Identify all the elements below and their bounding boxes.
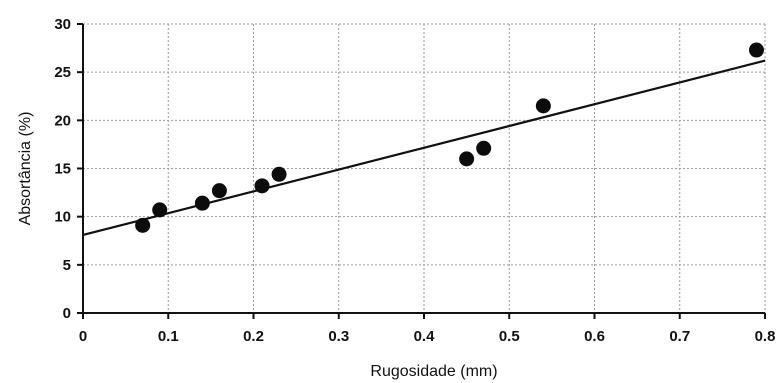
x-tick-label: 0 [79,328,87,345]
x-tick-label: 0.8 [755,328,776,345]
data-point [135,217,151,233]
x-tick-label: 0.6 [584,328,605,345]
data-point [194,195,210,211]
y-tick-label: 0 [63,305,71,322]
data-point [476,140,492,156]
x-axis-title: Rugosidade (mm) [370,363,497,380]
x-tick-labels: 0 0.1 0.2 0.3 0.4 0.5 0.6 0.7 0.8 [79,328,776,345]
data-point [459,151,475,167]
data-points [135,42,764,233]
y-tick-label: 5 [63,257,71,274]
x-tick-label: 0.5 [499,328,520,345]
y-tick-label: 30 [54,16,71,33]
data-point [211,183,227,199]
axes [77,23,766,319]
y-tick-label: 25 [54,64,71,81]
x-tick-label: 0.3 [328,328,349,345]
y-axis-title: Absortância (%) [17,112,34,226]
data-point [748,42,764,58]
y-tick-label: 15 [54,161,71,178]
y-tick-labels: 0 5 10 15 20 25 30 [54,16,71,322]
y-tick-label: 20 [54,112,71,129]
data-point [254,178,270,194]
grid-lines [83,23,766,313]
y-tick-label: 10 [54,209,71,226]
x-tick-label: 0.7 [669,328,690,345]
data-point [152,202,168,218]
x-tick-label: 0.4 [414,328,436,345]
x-tick-label: 0.1 [158,328,179,345]
data-point [535,98,551,114]
x-tick-label: 0.2 [243,328,264,345]
data-point [271,166,287,182]
